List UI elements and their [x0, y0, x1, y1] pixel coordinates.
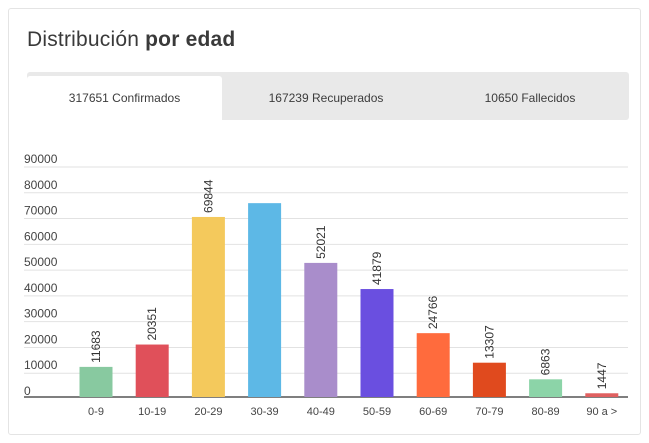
bar-70-79 [472, 362, 506, 397]
bar-90-a [585, 393, 619, 397]
x-tick-label: 90 a > [586, 406, 617, 418]
title-regular: Distribución [27, 28, 140, 51]
tab-recuperados[interactable]: 167239 Recuperados [268, 91, 384, 105]
y-tick-label: 30000 [24, 307, 58, 321]
y-tick-label: 60000 [24, 229, 58, 243]
y-tick-label: 90000 [24, 152, 58, 166]
bar-0-9 [79, 366, 113, 397]
bar-80-89 [529, 379, 563, 397]
x-tick-label: 20-29 [194, 406, 222, 418]
x-tick-label: 70-79 [475, 406, 503, 418]
x-tick-label: 60-69 [419, 406, 447, 418]
y-tick-label: 50000 [24, 255, 58, 269]
tab-confirmados[interactable]: 317651 Confirmados [27, 76, 222, 120]
bar-50-59 [360, 289, 394, 397]
x-tick-label: 30-39 [251, 406, 279, 418]
x-tick-label: 80-89 [532, 406, 560, 418]
page-title: Distribución por edad [27, 28, 235, 52]
y-tick-label: 10000 [24, 358, 58, 372]
data-label: 24766 [426, 295, 440, 329]
data-label: 11683 [89, 330, 103, 363]
y-tick-label: 20000 [24, 332, 58, 346]
x-tick-label: 0-9 [88, 406, 104, 418]
bar-10-19 [135, 344, 169, 397]
title-bold: por edad [145, 28, 236, 51]
x-tick-label: 40-49 [307, 406, 335, 418]
bar-30-39 [248, 203, 282, 397]
y-tick-label: 70000 [24, 204, 58, 218]
y-tick-label: 40000 [24, 281, 58, 295]
y-tick-label: 0 [24, 384, 31, 398]
bar-40-49 [304, 262, 338, 397]
data-label: 1447 [595, 362, 609, 389]
x-tick-label: 50-59 [363, 406, 391, 418]
x-tick-label: 10-19 [138, 406, 166, 418]
data-label: 69844 [201, 179, 215, 213]
data-label: 6863 [539, 348, 553, 375]
bar-20-29 [191, 216, 225, 397]
data-label: 13307 [482, 325, 496, 359]
bar-60-69 [416, 333, 450, 397]
data-label: 41879 [370, 251, 384, 285]
y-tick-label: 80000 [24, 178, 58, 192]
data-label: 52021 [314, 225, 328, 259]
data-label: 20351 [145, 307, 159, 341]
tab-bar: 317651 Confirmados 167239 Recuperados 10… [27, 72, 629, 120]
tab-fallecidos[interactable]: 10650 Fallecidos [484, 91, 576, 105]
